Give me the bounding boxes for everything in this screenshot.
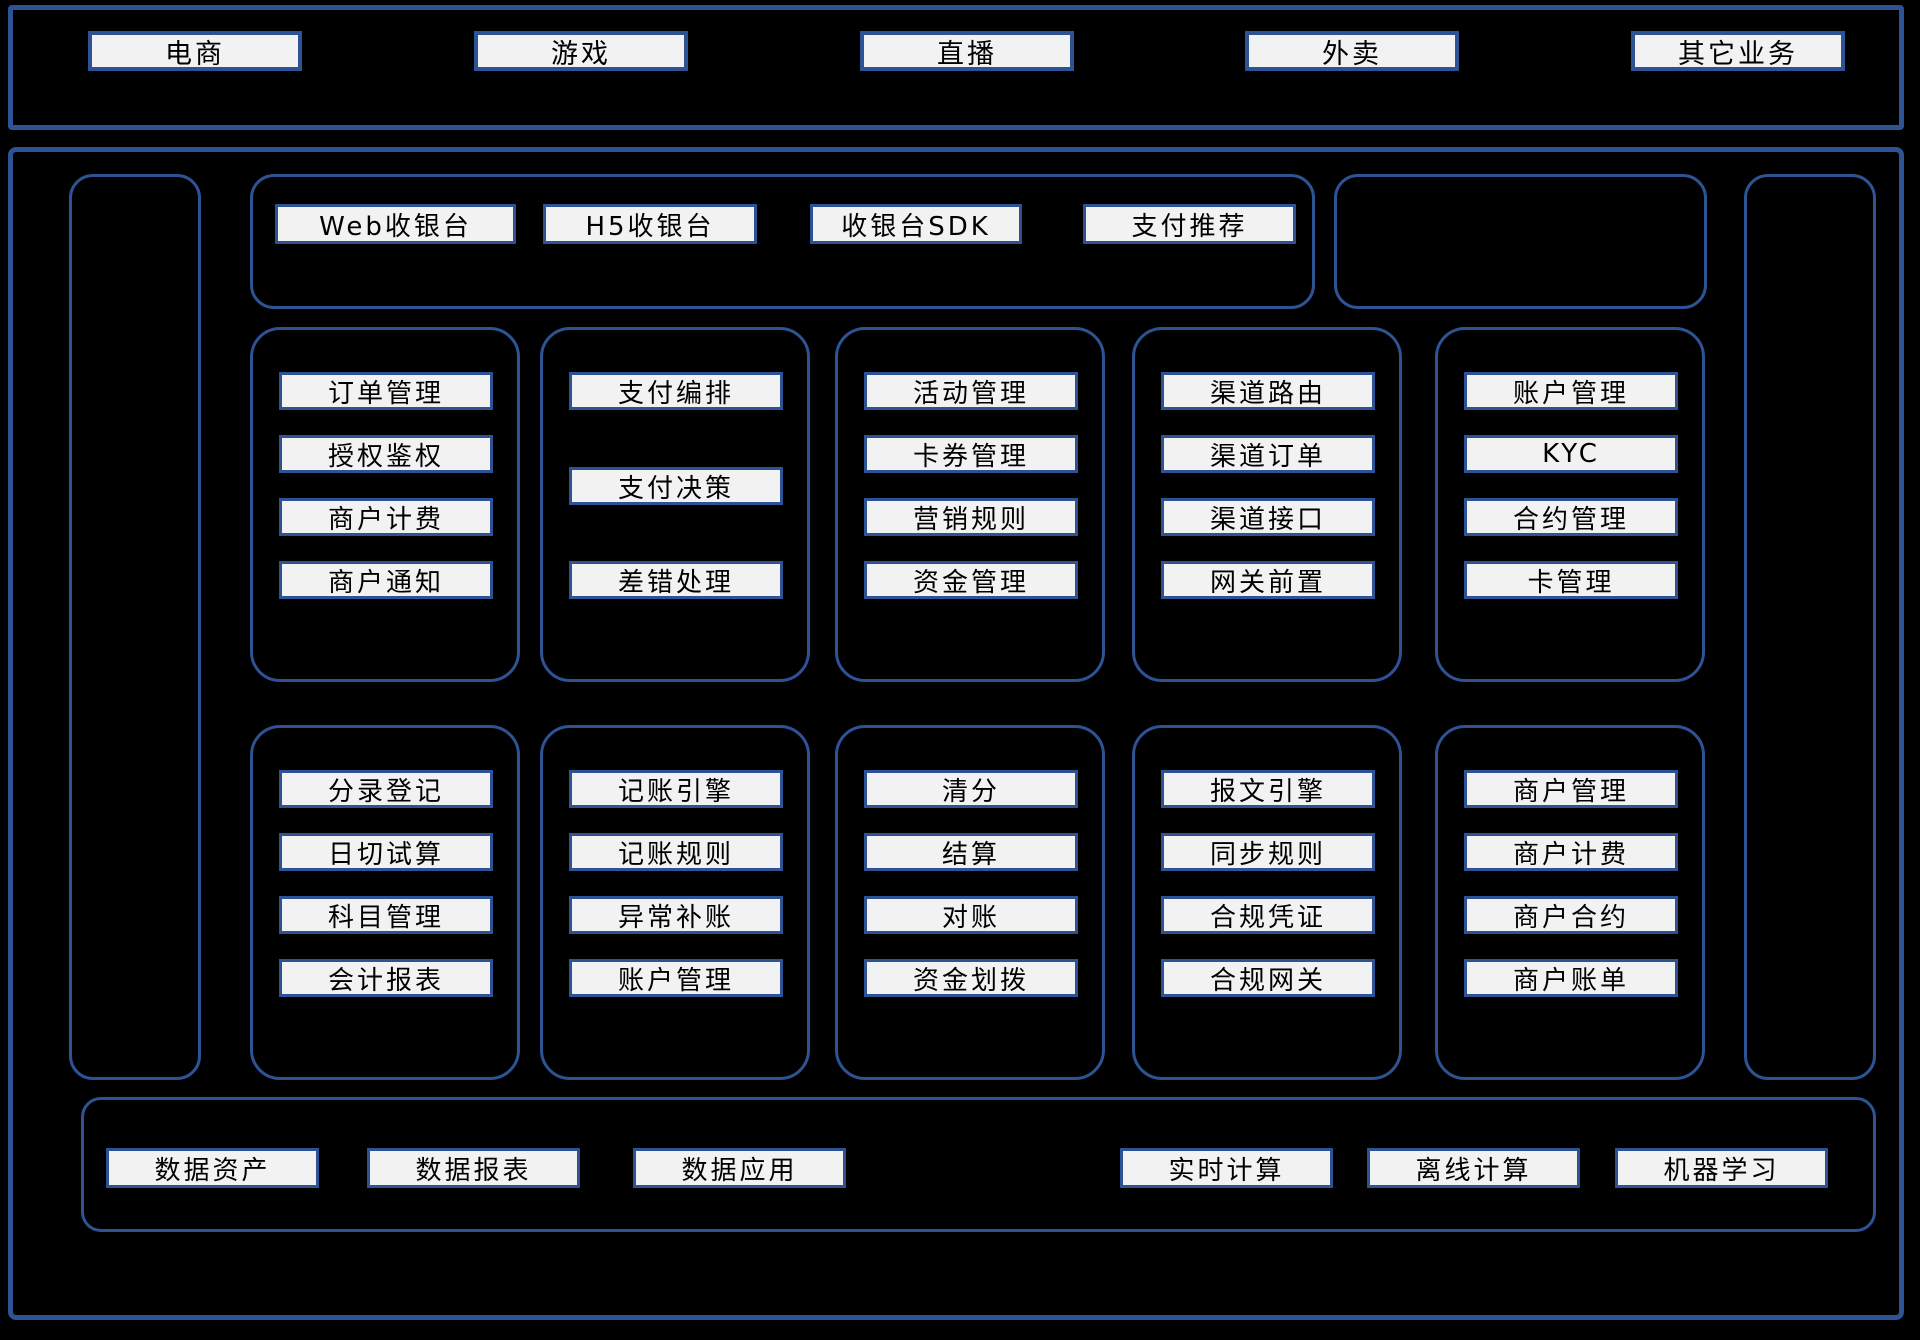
node-reconciliation: 对账 [864, 896, 1078, 934]
node-channel-interface: 渠道接口 [1161, 498, 1375, 536]
node-h5-cashier: H5收银台 [543, 204, 757, 244]
node-channel-routing: 渠道路由 [1161, 372, 1375, 410]
node-sync-rules: 同步规则 [1161, 833, 1375, 871]
node-merchant-contract: 商户合约 [1464, 896, 1678, 934]
checkout-section: Web收银台 H5收银台 收银台SDK 支付推荐 [250, 174, 1315, 309]
node-fund-management: 资金管理 [864, 561, 1078, 599]
left-rail-box [69, 174, 201, 1080]
group-marketing: 活动管理 卡券管理 营销规则 资金管理 [835, 327, 1105, 682]
node-merchant-management: 商户管理 [1464, 770, 1678, 808]
node-settlement: 结算 [864, 833, 1078, 871]
node-data-applications: 数据应用 [633, 1148, 846, 1188]
group-order-services: 订单管理 授权鉴权 商户计费 商户通知 [250, 327, 520, 682]
empty-section-box [1334, 174, 1707, 309]
node-exception-adjustment: 异常补账 [569, 896, 783, 934]
node-data-assets: 数据资产 [106, 1148, 319, 1188]
node-payment-orchestration: 支付编排 [569, 372, 783, 410]
node-card-management: 卡管理 [1464, 561, 1678, 599]
node-entry-registration: 分录登记 [279, 770, 493, 808]
node-account-management-2: 账户管理 [569, 959, 783, 997]
group-bookkeeping: 记账引擎 记账规则 异常补账 账户管理 [540, 725, 810, 1080]
node-gateway-front: 网关前置 [1161, 561, 1375, 599]
group-payment-core: 支付编排 支付决策 差错处理 [540, 327, 810, 682]
group-compliance: 报文引擎 同步规则 合规凭证 合规网关 [1132, 725, 1402, 1080]
data-layer-bar: 数据资产 数据报表 数据应用 实时计算 离线计算 机器学习 [81, 1097, 1876, 1232]
node-cashier-sdk: 收银台SDK [810, 204, 1022, 244]
platform-container: Web收银台 H5收银台 收银台SDK 支付推荐 订单管理 授权鉴权 商户计费 … [8, 147, 1904, 1320]
node-kyc: KYC [1464, 435, 1678, 473]
node-bookkeeping-engine: 记账引擎 [569, 770, 783, 808]
business-node-takeout: 外卖 [1245, 31, 1459, 71]
business-node-livestream: 直播 [860, 31, 1074, 71]
node-coupon-management: 卡券管理 [864, 435, 1078, 473]
node-payment-decision: 支付决策 [569, 467, 783, 505]
group-merchant: 商户管理 商户计费 商户合约 商户账单 [1435, 725, 1705, 1080]
node-merchant-notify: 商户通知 [279, 561, 493, 599]
group-accounting-entry: 分录登记 日切试算 科目管理 会计报表 [250, 725, 520, 1080]
node-error-handling: 差错处理 [569, 561, 783, 599]
node-account-management: 账户管理 [1464, 372, 1678, 410]
node-merchant-bill: 商户账单 [1464, 959, 1678, 997]
node-compliance-gateway: 合规网关 [1161, 959, 1375, 997]
right-rail-box [1744, 174, 1876, 1080]
node-marketing-rules: 营销规则 [864, 498, 1078, 536]
node-auth: 授权鉴权 [279, 435, 493, 473]
business-node-other: 其它业务 [1631, 31, 1845, 71]
node-web-cashier: Web收银台 [275, 204, 516, 244]
business-layer-bar: 电商 游戏 直播 外卖 其它业务 [8, 5, 1904, 130]
node-fund-transfer: 资金划拨 [864, 959, 1078, 997]
node-contract-management: 合约管理 [1464, 498, 1678, 536]
node-channel-order: 渠道订单 [1161, 435, 1375, 473]
group-clearing-settlement: 清分 结算 对账 资金划拨 [835, 725, 1105, 1080]
node-compliance-voucher: 合规凭证 [1161, 896, 1375, 934]
node-message-engine: 报文引擎 [1161, 770, 1375, 808]
node-payment-recommendation: 支付推荐 [1083, 204, 1296, 244]
node-offline-computing: 离线计算 [1367, 1148, 1580, 1188]
node-daily-cutoff-trial: 日切试算 [279, 833, 493, 871]
node-order-management: 订单管理 [279, 372, 493, 410]
node-activity-management: 活动管理 [864, 372, 1078, 410]
node-clearing: 清分 [864, 770, 1078, 808]
node-realtime-computing: 实时计算 [1120, 1148, 1333, 1188]
node-machine-learning: 机器学习 [1615, 1148, 1828, 1188]
group-channel: 渠道路由 渠道订单 渠道接口 网关前置 [1132, 327, 1402, 682]
node-bookkeeping-rules: 记账规则 [569, 833, 783, 871]
node-data-reports: 数据报表 [367, 1148, 580, 1188]
group-account: 账户管理 KYC 合约管理 卡管理 [1435, 327, 1705, 682]
business-node-games: 游戏 [474, 31, 688, 71]
node-accounting-report: 会计报表 [279, 959, 493, 997]
business-node-ecommerce: 电商 [88, 31, 302, 71]
node-merchant-billing: 商户计费 [279, 498, 493, 536]
node-merchant-billing-2: 商户计费 [1464, 833, 1678, 871]
node-subject-management: 科目管理 [279, 896, 493, 934]
